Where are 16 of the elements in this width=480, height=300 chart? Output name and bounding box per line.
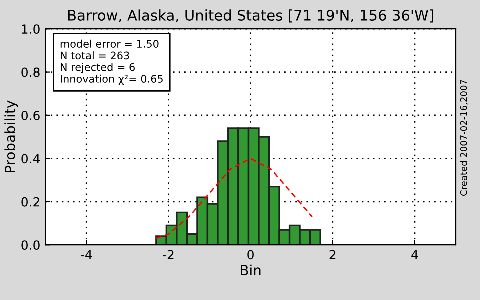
y-tick-label: 1.0: [22, 24, 40, 34]
x-tick-label: 2: [330, 250, 336, 260]
y-tick-label: 0.6: [22, 110, 40, 120]
y-tick-label: 0.0: [22, 240, 40, 250]
text: Created 2007-02-16,2007: [460, 80, 468, 196]
x-tick-label: 4: [412, 250, 418, 260]
y-tick-label: 0.2: [22, 197, 40, 207]
y-tick-label: 0.4: [22, 154, 40, 164]
chart-title: Barrow, Alaska, United States [71 19'N, 156 36'W]: [68, 10, 434, 23]
y-axis-title: Probability: [4, 100, 18, 172]
x-tick-label: -4: [81, 250, 92, 260]
x-tick-label: 0: [248, 250, 254, 260]
x-axis-title: Bin: [241, 264, 261, 276]
x-tick-label: -2: [163, 250, 174, 260]
y-tick-label: 0.8: [22, 68, 40, 78]
annotation: model error = 1.50 N total = 263 N rejected = 6 Innovation χ²= 0.65: [60, 40, 163, 85]
